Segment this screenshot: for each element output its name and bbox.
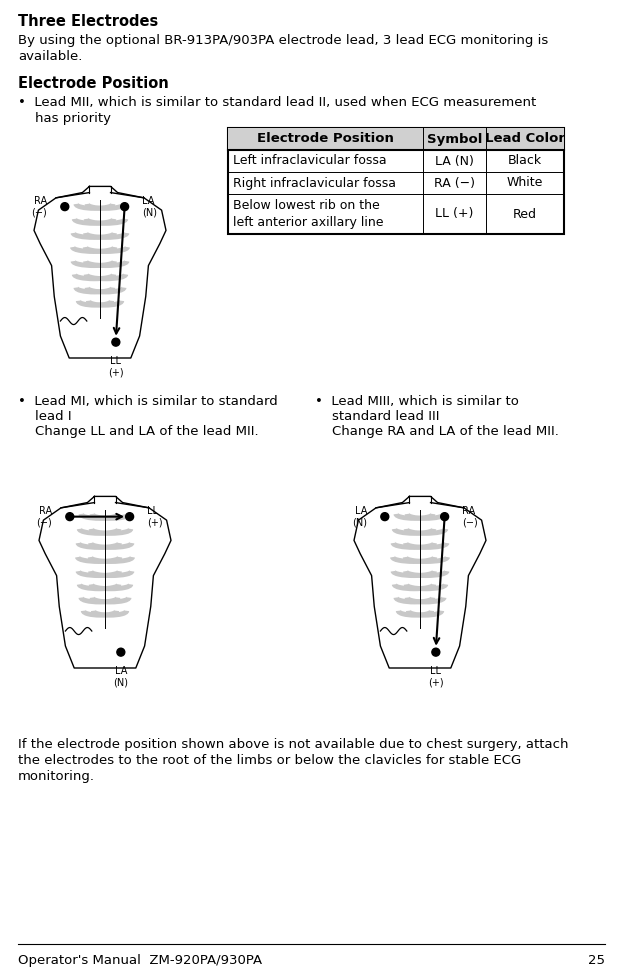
Text: •  Lead MI, which is similar to standard: • Lead MI, which is similar to standard bbox=[18, 395, 278, 408]
Text: Black: Black bbox=[508, 155, 542, 167]
Circle shape bbox=[440, 513, 449, 520]
Text: LA
(N): LA (N) bbox=[352, 506, 367, 527]
Text: Electrode Position: Electrode Position bbox=[257, 132, 394, 145]
Circle shape bbox=[126, 513, 133, 520]
Text: LL
(+): LL (+) bbox=[147, 506, 163, 527]
Text: Electrode Position: Electrode Position bbox=[18, 76, 169, 91]
Text: Symbol: Symbol bbox=[427, 132, 482, 145]
Text: monitoring.: monitoring. bbox=[18, 770, 95, 783]
Text: Change LL and LA of the lead MII.: Change LL and LA of the lead MII. bbox=[18, 425, 259, 438]
Text: Left infraclavicular fossa: Left infraclavicular fossa bbox=[233, 155, 387, 167]
Text: Change RA and LA of the lead MII.: Change RA and LA of the lead MII. bbox=[315, 425, 559, 438]
Text: Lead Color: Lead Color bbox=[485, 132, 565, 145]
Text: RA
(−): RA (−) bbox=[31, 196, 47, 218]
Circle shape bbox=[121, 203, 128, 211]
Text: White: White bbox=[507, 177, 543, 190]
Text: has priority: has priority bbox=[18, 112, 111, 125]
Text: LA
(N): LA (N) bbox=[113, 666, 128, 688]
Text: Red: Red bbox=[513, 208, 537, 220]
Text: •  Lead MIII, which is similar to: • Lead MIII, which is similar to bbox=[315, 395, 519, 408]
Text: RA (−): RA (−) bbox=[434, 177, 475, 190]
Text: LA
(N): LA (N) bbox=[142, 196, 157, 218]
Bar bbox=[228, 128, 564, 234]
Text: RA
(−): RA (−) bbox=[462, 506, 478, 527]
Text: the electrodes to the root of the limbs or below the clavicles for stable ECG: the electrodes to the root of the limbs … bbox=[18, 754, 521, 767]
Text: Below lowest rib on the
left anterior axillary line: Below lowest rib on the left anterior ax… bbox=[233, 199, 384, 229]
Text: RA
(−): RA (−) bbox=[37, 506, 52, 527]
Text: available.: available. bbox=[18, 50, 82, 63]
Text: LL (+): LL (+) bbox=[435, 208, 473, 220]
Circle shape bbox=[112, 338, 120, 346]
Text: lead I: lead I bbox=[18, 410, 72, 423]
Text: By using the optional BR-913PA/903PA electrode lead, 3 lead ECG monitoring is: By using the optional BR-913PA/903PA ele… bbox=[18, 34, 548, 47]
Circle shape bbox=[117, 648, 125, 657]
Bar bbox=[228, 128, 564, 150]
Text: Operator's Manual  ZM-920PA/930PA: Operator's Manual ZM-920PA/930PA bbox=[18, 954, 262, 967]
Text: If the electrode position shown above is not available due to chest surgery, att: If the electrode position shown above is… bbox=[18, 738, 569, 751]
Text: LA (N): LA (N) bbox=[435, 155, 474, 167]
Text: Three Electrodes: Three Electrodes bbox=[18, 14, 158, 29]
Text: 25: 25 bbox=[588, 954, 605, 967]
Text: LL
(+): LL (+) bbox=[428, 666, 444, 688]
Circle shape bbox=[432, 648, 440, 657]
Circle shape bbox=[381, 513, 389, 520]
Text: LL
(+): LL (+) bbox=[108, 356, 123, 378]
Text: Right infraclavicular fossa: Right infraclavicular fossa bbox=[233, 177, 396, 190]
Text: •  Lead MII, which is similar to standard lead II, used when ECG measurement: • Lead MII, which is similar to standard… bbox=[18, 96, 536, 109]
Text: standard lead III: standard lead III bbox=[315, 410, 439, 423]
Circle shape bbox=[61, 203, 69, 211]
Circle shape bbox=[66, 513, 74, 520]
